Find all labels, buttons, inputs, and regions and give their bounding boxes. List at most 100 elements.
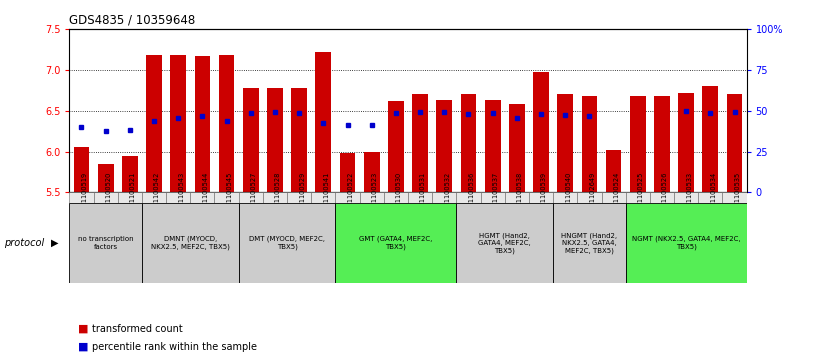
Bar [142, 203, 238, 283]
Text: GSM1100532: GSM1100532 [444, 172, 450, 216]
Text: GSM1100536: GSM1100536 [468, 172, 474, 216]
Bar [605, 150, 622, 192]
Text: GSM1100525: GSM1100525 [638, 172, 644, 216]
Bar [456, 203, 553, 283]
Bar [364, 152, 379, 192]
Bar [650, 192, 674, 203]
Text: protocol: protocol [4, 238, 44, 248]
Text: NGMT (NKX2.5, GATA4, MEF2C,
TBX5): NGMT (NKX2.5, GATA4, MEF2C, TBX5) [632, 236, 740, 250]
Text: GSM1100526: GSM1100526 [662, 172, 668, 216]
Bar [432, 192, 456, 203]
Bar [98, 164, 113, 192]
Bar [678, 93, 694, 192]
Bar [481, 192, 505, 203]
Bar [219, 55, 234, 192]
Bar [698, 192, 722, 203]
Text: GSM1100531: GSM1100531 [420, 172, 426, 216]
Bar [335, 192, 360, 203]
Bar [146, 55, 162, 192]
Text: GSM1100539: GSM1100539 [541, 172, 547, 216]
Bar [190, 192, 215, 203]
Text: HGMT (Hand2,
GATA4, MEF2C,
TBX5): HGMT (Hand2, GATA4, MEF2C, TBX5) [478, 232, 531, 254]
Bar [674, 192, 698, 203]
Bar [654, 96, 670, 192]
Text: GSM1100535: GSM1100535 [734, 172, 741, 216]
Bar [384, 192, 408, 203]
Bar [238, 203, 335, 283]
Text: GSM1100537: GSM1100537 [493, 172, 499, 216]
Bar [630, 96, 645, 192]
Bar [118, 192, 142, 203]
Bar [238, 192, 263, 203]
Text: GSM1100533: GSM1100533 [686, 172, 692, 216]
Bar [194, 56, 211, 192]
Bar [267, 88, 283, 192]
Bar [557, 94, 573, 192]
Text: HNGMT (Hand2,
NKX2.5, GATA4,
MEF2C, TBX5): HNGMT (Hand2, NKX2.5, GATA4, MEF2C, TBX5… [561, 232, 618, 254]
Text: GSM1100527: GSM1100527 [251, 172, 257, 216]
Text: ■: ■ [78, 323, 88, 334]
Bar [553, 192, 577, 203]
Bar [703, 86, 718, 192]
Bar [553, 203, 626, 283]
Bar [263, 192, 287, 203]
Text: GSM1100519: GSM1100519 [82, 172, 87, 216]
Text: GSM1102649: GSM1102649 [589, 172, 596, 216]
Text: GSM1100530: GSM1100530 [396, 172, 402, 216]
Text: GSM1100529: GSM1100529 [299, 172, 305, 216]
Bar [408, 192, 432, 203]
Bar [601, 192, 626, 203]
Bar [316, 52, 331, 192]
Bar [412, 94, 428, 192]
Bar [437, 100, 452, 192]
Bar [215, 192, 238, 203]
Text: GSM1100542: GSM1100542 [154, 172, 160, 216]
Text: no transcription
factors: no transcription factors [78, 236, 134, 250]
Text: GSM1100523: GSM1100523 [372, 172, 378, 216]
Bar [243, 88, 259, 192]
Bar [311, 192, 335, 203]
Bar [509, 104, 525, 192]
Text: transformed count: transformed count [92, 323, 183, 334]
Bar [727, 94, 743, 192]
Text: GSM1100520: GSM1100520 [105, 172, 112, 216]
Bar [460, 94, 477, 192]
Bar [122, 156, 138, 192]
Bar [456, 192, 481, 203]
Bar [94, 192, 118, 203]
Bar [722, 192, 747, 203]
Text: ▶: ▶ [51, 238, 59, 248]
Bar [626, 192, 650, 203]
Text: GSM1100521: GSM1100521 [130, 172, 135, 216]
Bar [485, 100, 500, 192]
Text: GSM1100528: GSM1100528 [275, 172, 281, 216]
Text: GMT (GATA4, MEF2C,
TBX5): GMT (GATA4, MEF2C, TBX5) [359, 236, 432, 250]
Text: DMNT (MYOCD,
NKX2.5, MEF2C, TBX5): DMNT (MYOCD, NKX2.5, MEF2C, TBX5) [151, 236, 230, 250]
Text: GSM1100534: GSM1100534 [711, 172, 716, 216]
Text: GSM1100543: GSM1100543 [178, 172, 184, 216]
Text: DMT (MYOCD, MEF2C,
TBX5): DMT (MYOCD, MEF2C, TBX5) [249, 236, 325, 250]
Text: GSM1100522: GSM1100522 [348, 172, 353, 216]
Text: GDS4835 / 10359648: GDS4835 / 10359648 [69, 13, 196, 26]
Bar [339, 153, 356, 192]
Bar [166, 192, 190, 203]
Bar [142, 192, 166, 203]
Text: percentile rank within the sample: percentile rank within the sample [92, 342, 257, 352]
Bar [626, 203, 747, 283]
Text: GSM1100540: GSM1100540 [565, 172, 571, 216]
Text: GSM1100541: GSM1100541 [323, 172, 330, 216]
Bar [529, 192, 553, 203]
Bar [582, 96, 597, 192]
Text: GSM1100524: GSM1100524 [614, 172, 619, 216]
Bar [533, 72, 549, 192]
Bar [388, 101, 404, 192]
Bar [171, 55, 186, 192]
Text: GSM1100545: GSM1100545 [227, 172, 233, 216]
Bar [69, 203, 142, 283]
Bar [335, 203, 456, 283]
Bar [505, 192, 529, 203]
Bar [287, 192, 311, 203]
Bar [69, 192, 94, 203]
Text: GSM1100538: GSM1100538 [517, 172, 523, 216]
Bar [291, 88, 307, 192]
